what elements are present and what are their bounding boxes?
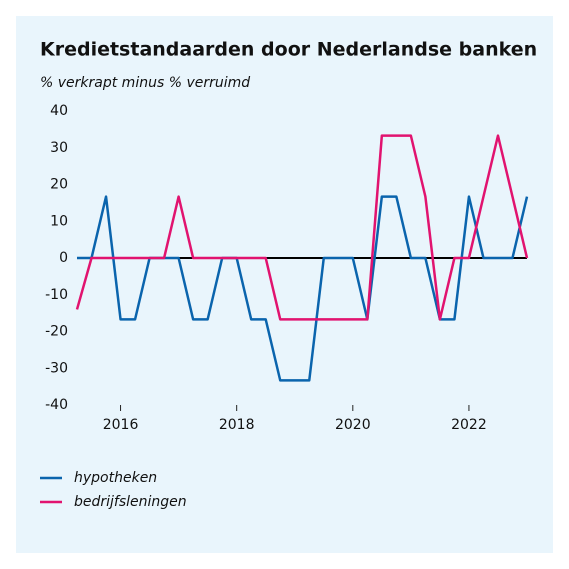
y-tick-label: -20 xyxy=(45,324,68,340)
chart-subtitle: % verkrapt minus % verruimd xyxy=(40,75,250,91)
y-tick-label: -30 xyxy=(45,360,68,376)
x-tick-label: 2022 xyxy=(451,417,487,433)
legend-label: bedrijfsleningen xyxy=(74,494,187,510)
x-tick-label: 2018 xyxy=(219,417,255,433)
y-tick-label: 30 xyxy=(50,140,68,156)
series-line xyxy=(75,134,529,321)
x-tick-label: 2020 xyxy=(335,417,371,433)
y-tick-label: -40 xyxy=(45,397,68,413)
y-tick-label: -10 xyxy=(45,287,68,303)
y-tick-label: 0 xyxy=(59,250,68,266)
chart-title: Kredietstandaarden door Nederlandse bank… xyxy=(40,39,537,61)
y-tick-label: 20 xyxy=(50,177,68,193)
y-tick-label: 10 xyxy=(50,213,68,229)
x-tick-label: 2016 xyxy=(103,417,139,433)
background xyxy=(16,16,553,553)
y-tick-label: 40 xyxy=(50,103,68,119)
legend-label: hypotheken xyxy=(74,470,157,486)
